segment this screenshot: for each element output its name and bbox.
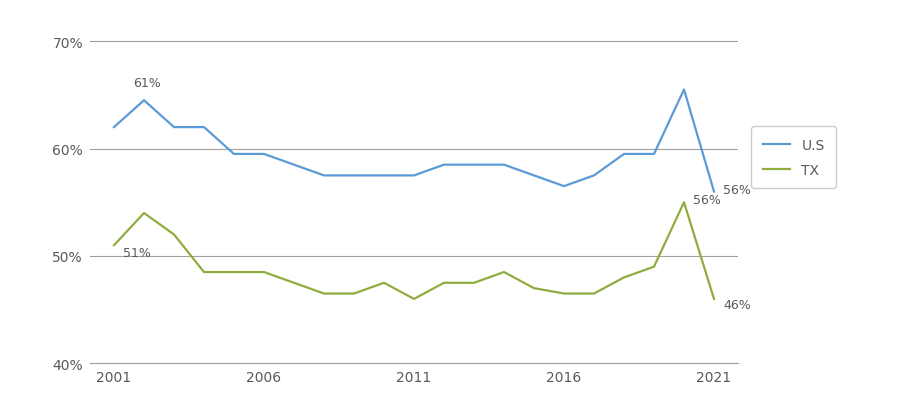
U.S: [168, 125, 179, 130]
TX: [679, 200, 689, 205]
U.S: [109, 125, 120, 130]
Line: TX: TX: [114, 203, 714, 299]
U.S: [289, 163, 300, 168]
U.S: [438, 163, 449, 168]
TX: [379, 280, 390, 285]
U.S: [348, 173, 359, 178]
U.S: [379, 173, 390, 178]
U.S: [469, 163, 480, 168]
U.S: [589, 173, 599, 178]
U.S: [708, 190, 719, 195]
TX: [139, 211, 149, 216]
Line: U.S: U.S: [114, 90, 714, 192]
TX: [168, 233, 179, 237]
Text: 56%: 56%: [693, 193, 721, 206]
U.S: [319, 173, 329, 178]
Text: 61%: 61%: [133, 77, 161, 90]
Text: 51%: 51%: [123, 247, 151, 260]
TX: [528, 286, 539, 291]
TX: [618, 275, 629, 280]
TX: [649, 265, 660, 270]
TX: [409, 297, 419, 301]
U.S: [618, 152, 629, 157]
TX: [289, 280, 300, 285]
U.S: [229, 152, 239, 157]
Text: 56%: 56%: [723, 183, 751, 197]
TX: [469, 280, 480, 285]
U.S: [409, 173, 419, 178]
Legend: U.S, TX: U.S, TX: [752, 127, 836, 188]
TX: [258, 270, 269, 275]
TX: [559, 291, 570, 296]
TX: [708, 297, 719, 301]
U.S: [528, 173, 539, 178]
U.S: [559, 184, 570, 189]
TX: [109, 243, 120, 248]
Text: 46%: 46%: [723, 298, 751, 311]
U.S: [649, 152, 660, 157]
TX: [229, 270, 239, 275]
TX: [589, 291, 599, 296]
TX: [438, 280, 449, 285]
TX: [348, 291, 359, 296]
U.S: [258, 152, 269, 157]
U.S: [199, 125, 210, 130]
U.S: [499, 163, 509, 168]
TX: [319, 291, 329, 296]
U.S: [679, 88, 689, 93]
U.S: [139, 99, 149, 104]
TX: [199, 270, 210, 275]
TX: [499, 270, 509, 275]
